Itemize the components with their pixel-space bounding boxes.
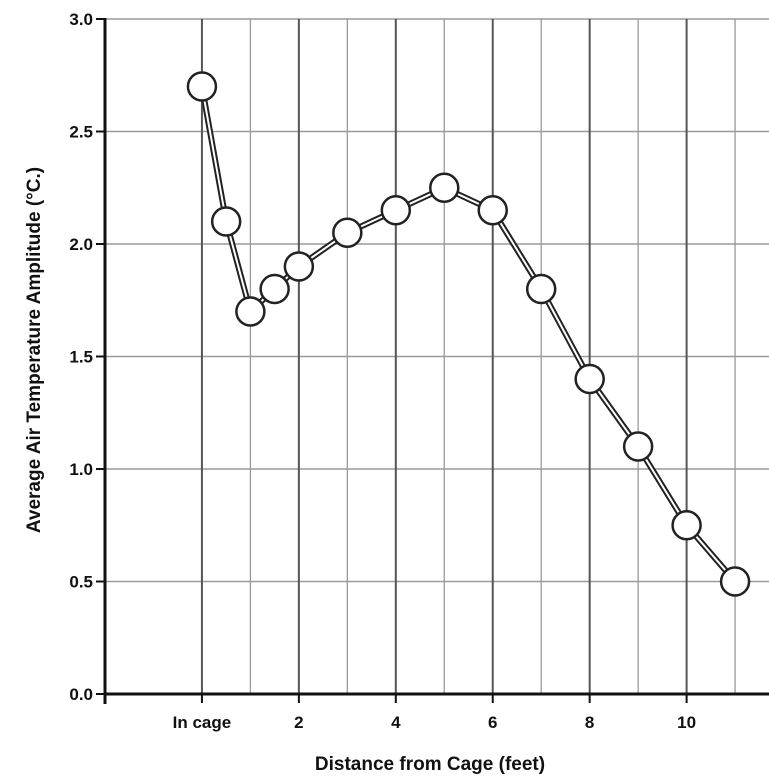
y-tick-label: 3.0 — [69, 10, 93, 29]
x-tick-label: 2 — [294, 713, 303, 732]
data-point — [283, 251, 315, 282]
data-point — [332, 217, 363, 248]
tick-labels: 0.0 0.5 1.0 1.5 2.0 2.5 3.0 In cage 2 4 6 8 10 — [69, 10, 696, 732]
data-point — [477, 195, 508, 226]
data-point — [210, 206, 242, 237]
data-point — [719, 566, 751, 597]
grid — [105, 18, 769, 694]
y-tick-label: 2.5 — [69, 123, 93, 142]
data-point — [622, 431, 654, 462]
y-tick-label: 0.5 — [69, 573, 93, 592]
y-axis-title: Average Air Temperature Amplitude (°C.) — [24, 167, 45, 533]
x-tick-label: 4 — [391, 713, 401, 732]
y-tick-label: 0.0 — [69, 685, 93, 704]
x-tick-label: In cage — [173, 713, 232, 732]
x-tick-label: 8 — [585, 713, 594, 732]
x-tick-label: 10 — [677, 713, 696, 732]
axes — [96, 18, 769, 704]
series-line — [198, 85, 738, 584]
series-line-outer — [198, 85, 738, 584]
x-tick-label: 6 — [488, 713, 497, 732]
y-tick-label: 1.0 — [69, 460, 93, 479]
data-point — [259, 273, 290, 305]
data-point — [186, 71, 218, 102]
data-point — [380, 195, 412, 226]
data-point — [525, 273, 557, 305]
data-point — [574, 363, 605, 395]
data-points — [186, 71, 751, 597]
x-axis-title: Distance from Cage (feet) — [315, 754, 545, 775]
series-line-inner — [200, 86, 736, 583]
y-tick-label: 2.0 — [69, 235, 93, 254]
data-point — [429, 172, 460, 203]
data-point — [235, 296, 266, 327]
data-point — [671, 510, 702, 541]
y-tick-label: 1.5 — [69, 348, 93, 367]
